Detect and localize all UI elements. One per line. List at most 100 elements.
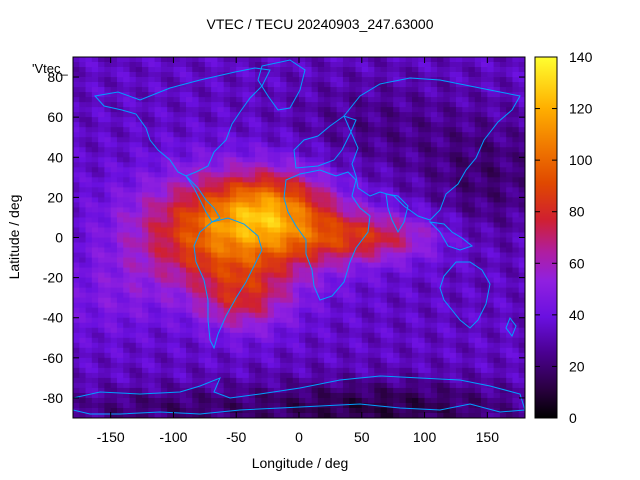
heat-cell bbox=[129, 352, 137, 359]
heat-cell bbox=[518, 312, 525, 319]
heat-cell bbox=[317, 172, 325, 178]
heat-cell bbox=[217, 122, 225, 128]
heat-cell bbox=[393, 362, 400, 369]
heat-cell bbox=[198, 172, 206, 178]
heat-cell bbox=[186, 122, 193, 128]
heat-cell bbox=[123, 322, 130, 329]
heat-cell bbox=[280, 277, 287, 284]
heat-cell bbox=[380, 77, 388, 83]
heat-cell bbox=[110, 192, 118, 198]
heat-cell bbox=[311, 192, 319, 198]
heat-cell bbox=[273, 137, 281, 143]
heat-cell bbox=[506, 377, 513, 384]
heat-cell bbox=[355, 327, 363, 334]
heat-cell bbox=[374, 192, 382, 198]
heat-cell bbox=[386, 162, 394, 168]
heat-cell bbox=[342, 367, 350, 374]
heat-cell bbox=[135, 107, 143, 113]
heat-cell bbox=[481, 82, 488, 88]
heat-cell bbox=[355, 342, 363, 349]
heat-cell bbox=[443, 212, 451, 218]
heat-cell bbox=[129, 137, 137, 143]
heat-cell bbox=[412, 172, 419, 178]
heat-cell bbox=[437, 357, 444, 364]
heat-cell bbox=[116, 82, 124, 88]
heat-cell bbox=[91, 157, 99, 163]
heat-cell bbox=[142, 67, 149, 73]
heat-cell bbox=[79, 402, 86, 409]
heat-cell bbox=[267, 112, 275, 118]
heat-cell bbox=[368, 372, 375, 379]
heat-cell bbox=[148, 292, 156, 299]
heat-cell bbox=[462, 57, 469, 63]
heat-cell bbox=[368, 97, 375, 103]
heat-cell bbox=[481, 147, 488, 153]
heat-cell bbox=[267, 302, 275, 309]
heat-cell bbox=[148, 97, 156, 103]
heat-cell bbox=[79, 357, 86, 364]
heat-cell bbox=[380, 157, 388, 163]
heat-cell bbox=[336, 92, 344, 98]
heat-cell bbox=[179, 292, 187, 299]
heat-cell bbox=[317, 377, 325, 384]
heat-cell bbox=[368, 122, 375, 128]
heat-cell bbox=[116, 307, 124, 314]
heat-cell bbox=[179, 317, 187, 324]
heat-cell bbox=[198, 177, 206, 183]
heat-cell bbox=[255, 57, 262, 63]
heat-cell bbox=[368, 377, 375, 384]
heat-cell bbox=[518, 147, 525, 153]
heat-cell bbox=[110, 322, 118, 329]
heat-cell bbox=[267, 267, 275, 273]
heat-cell bbox=[135, 127, 143, 133]
heat-cell bbox=[204, 177, 212, 183]
heat-cell bbox=[349, 142, 356, 148]
heat-cell bbox=[386, 72, 394, 78]
heat-cell bbox=[336, 372, 344, 379]
heat-cell bbox=[255, 352, 262, 359]
heat-cell bbox=[116, 322, 124, 329]
heat-cell bbox=[349, 237, 356, 243]
heat-cell bbox=[142, 342, 149, 349]
heat-cell bbox=[493, 62, 501, 68]
heat-cell bbox=[91, 332, 99, 339]
heat-cell bbox=[386, 137, 394, 143]
heat-cell bbox=[211, 247, 218, 253]
heat-cell bbox=[160, 232, 168, 238]
heat-cell bbox=[123, 252, 130, 258]
heat-cell bbox=[305, 382, 312, 389]
heat-cell bbox=[518, 237, 525, 243]
heat-cell bbox=[361, 202, 369, 208]
heat-cell bbox=[330, 322, 338, 329]
heat-cell bbox=[280, 257, 287, 263]
heat-cell bbox=[405, 172, 413, 178]
heat-cell bbox=[104, 342, 112, 349]
heat-cell bbox=[355, 382, 363, 389]
heat-cell bbox=[186, 142, 193, 148]
heat-cell bbox=[292, 247, 300, 253]
heat-cell bbox=[393, 227, 400, 233]
heat-cell bbox=[123, 67, 130, 73]
heat-cell bbox=[173, 67, 181, 73]
heat-cell bbox=[267, 82, 275, 88]
heat-cell bbox=[499, 122, 507, 128]
heat-cell bbox=[380, 227, 388, 233]
heat-cell bbox=[412, 342, 419, 349]
heat-cell bbox=[211, 287, 218, 294]
heat-cell bbox=[305, 227, 312, 233]
heat-cell bbox=[424, 232, 432, 238]
heat-cell bbox=[292, 267, 300, 273]
heat-cell bbox=[311, 397, 319, 404]
heat-cell bbox=[104, 62, 112, 68]
heat-cell bbox=[211, 312, 218, 319]
heat-cell bbox=[361, 102, 369, 108]
heat-cell bbox=[286, 122, 294, 128]
heat-cell bbox=[317, 287, 325, 294]
heat-cell bbox=[98, 132, 105, 138]
heat-cell bbox=[167, 317, 174, 324]
heat-cell bbox=[374, 237, 382, 243]
heat-cell bbox=[424, 397, 432, 404]
heat-cell bbox=[468, 302, 476, 309]
heat-cell bbox=[198, 287, 206, 294]
heat-cell bbox=[248, 327, 256, 334]
